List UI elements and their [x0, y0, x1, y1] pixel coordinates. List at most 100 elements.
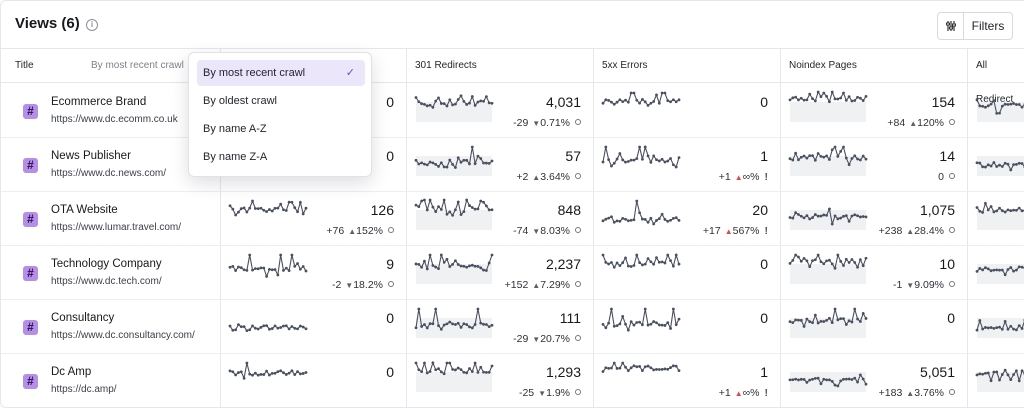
percent-change: 8.03% [540, 225, 570, 237]
hash-icon: # [23, 374, 38, 389]
metric-change: -29 ▼0.71% [513, 117, 581, 129]
percent-change: 120% [917, 117, 944, 129]
triangle-up-icon: ▲ [734, 389, 743, 398]
table-row[interactable]: # Technology Company https://www.dc.tech.c… [1, 246, 1024, 300]
hash-icon: # [23, 266, 38, 281]
column-301-redirects[interactable]: 301 Redirects [415, 60, 477, 71]
site-name[interactable]: Technology Company [51, 258, 162, 270]
info-icon[interactable]: i [86, 19, 98, 31]
delta-value: -2 [331, 279, 342, 291]
delta-value: +183 [878, 387, 903, 399]
sort-option-most-recent[interactable]: By most recent crawl ✓ [197, 60, 365, 86]
filters-button[interactable]: Filters [971, 19, 1005, 33]
delta-value: +1 [718, 171, 731, 183]
metric-value: 1,075 [919, 202, 955, 218]
redirects-cell: 111 -29 ▼20.7% [406, 300, 593, 354]
site-name[interactable]: OTA Website [51, 204, 118, 216]
redirects-cell: 1,293 -25 ▼1.9% [406, 354, 593, 407]
metric-change: +1 ▲∞%! [719, 171, 768, 183]
triangle-down-icon: ▼ [532, 119, 541, 128]
site-name[interactable]: News Publisher [51, 150, 131, 162]
table-row[interactable]: # Consultancy https://www.dc.consultancy.c… [1, 300, 1024, 354]
metric-value: 126 [370, 202, 394, 218]
metric-value: 4,031 [545, 94, 581, 110]
sparkline [788, 372, 868, 392]
percent-change: 28.4% [914, 225, 944, 237]
sort-option-oldest[interactable]: By oldest crawl [197, 88, 365, 114]
sort-indicator[interactable]: By most recent crawl [91, 60, 184, 71]
sparkline [975, 264, 1024, 284]
delta-value: +17 [702, 225, 721, 237]
site-url: https://www.dc.tech.com/ [51, 276, 162, 287]
site-name[interactable]: Consultancy [51, 312, 115, 324]
hash-icon: # [23, 158, 38, 173]
column-divider [406, 49, 407, 407]
metric-change: +1 ▲∞%! [719, 387, 768, 399]
column-all-redirects[interactable]: All Redirect [976, 60, 1013, 105]
delta-value: -1 [892, 279, 903, 291]
metric-value: 5,051 [919, 364, 955, 380]
triangle-down-icon: ▼ [532, 227, 541, 236]
column-noindex-pages[interactable]: Noindex Pages [789, 60, 857, 71]
delta-value: -29 [513, 333, 529, 345]
percent-change: 3.64% [540, 171, 570, 183]
sparkline [975, 318, 1024, 338]
metric-value: 1 [760, 148, 768, 164]
metric-change: -25 ▼1.9% [519, 387, 581, 399]
metric-value: 0 [386, 310, 394, 326]
noindex-cell: 0 [780, 300, 967, 354]
sparkline [788, 307, 868, 338]
sparkline [228, 323, 308, 332]
hash-icon: # [23, 320, 38, 335]
table-row[interactable]: # Ecommerce Brand https://www.dc.ecomm.co.… [1, 84, 1024, 138]
sparkline [414, 145, 494, 176]
sparkline [228, 253, 308, 278]
metric-change: 0 [938, 171, 955, 183]
errors-cell: 1 +1 ▲∞%! [593, 354, 780, 407]
site-name[interactable]: Ecommerce Brand [51, 96, 147, 108]
column-1-cell: 0 [220, 300, 406, 354]
triangle-down-icon: ▼ [345, 281, 354, 290]
triangle-up-icon: ▲ [909, 119, 918, 128]
errors-cell: 1 +1 ▲∞%! [593, 138, 780, 192]
triangle-up-icon: ▲ [348, 227, 357, 236]
delta-value: +238 [878, 225, 903, 237]
alert-icon: ! [764, 387, 769, 399]
percent-change: 0.71% [540, 117, 570, 129]
sparkline [975, 156, 1024, 176]
metric-value: 0 [760, 256, 768, 272]
status-circle-icon [949, 173, 955, 179]
all-redirects-cell [967, 192, 1024, 246]
table-header: Title By most recent crawl 301 Redirects… [1, 49, 1024, 105]
column-divider [220, 49, 221, 407]
metric-value: 1,293 [545, 364, 581, 380]
table-row[interactable]: # Dc Amp https://dc.amp/0 1,293 -25 ▼1.9% 1 +1 ▲… [1, 354, 1024, 407]
percent-change: 1.9% [546, 387, 570, 399]
percent-change: 152% [356, 225, 383, 237]
metric-value: 57 [565, 148, 581, 164]
site-url: https://dc.amp/ [51, 384, 117, 395]
delta-value: -29 [513, 117, 529, 129]
column-5xx-errors[interactable]: 5xx Errors [602, 60, 648, 71]
table-row[interactable]: # OTA Website https://www.lumar.travel.com… [1, 192, 1024, 246]
triangle-up-icon: ▲ [906, 227, 915, 236]
sparkline [601, 199, 681, 226]
triangle-up-icon: ▲ [532, 281, 541, 290]
status-circle-icon [388, 281, 394, 287]
sliders-icon[interactable] [938, 13, 964, 39]
sort-option-name-asc[interactable]: By name A-Z [197, 116, 365, 142]
metric-value: 14 [939, 148, 955, 164]
table-row[interactable]: # News Publisher https://www.dc.news.com/0… [1, 138, 1024, 192]
status-circle-icon [949, 227, 955, 233]
column-1-cell: 126 +76 ▲152% [220, 192, 406, 246]
sort-option-name-desc[interactable]: By name Z-A [197, 144, 365, 170]
sparkline [975, 201, 1024, 230]
metric-value: 154 [931, 94, 955, 110]
noindex-cell: 154 +84 ▲120% [780, 84, 967, 138]
column-title[interactable]: Title [15, 60, 34, 71]
site-name[interactable]: Dc Amp [51, 366, 92, 378]
percent-change: 20.7% [540, 333, 570, 345]
column-divider [780, 49, 781, 407]
sparkline [788, 253, 868, 284]
all-redirects-cell [967, 300, 1024, 354]
